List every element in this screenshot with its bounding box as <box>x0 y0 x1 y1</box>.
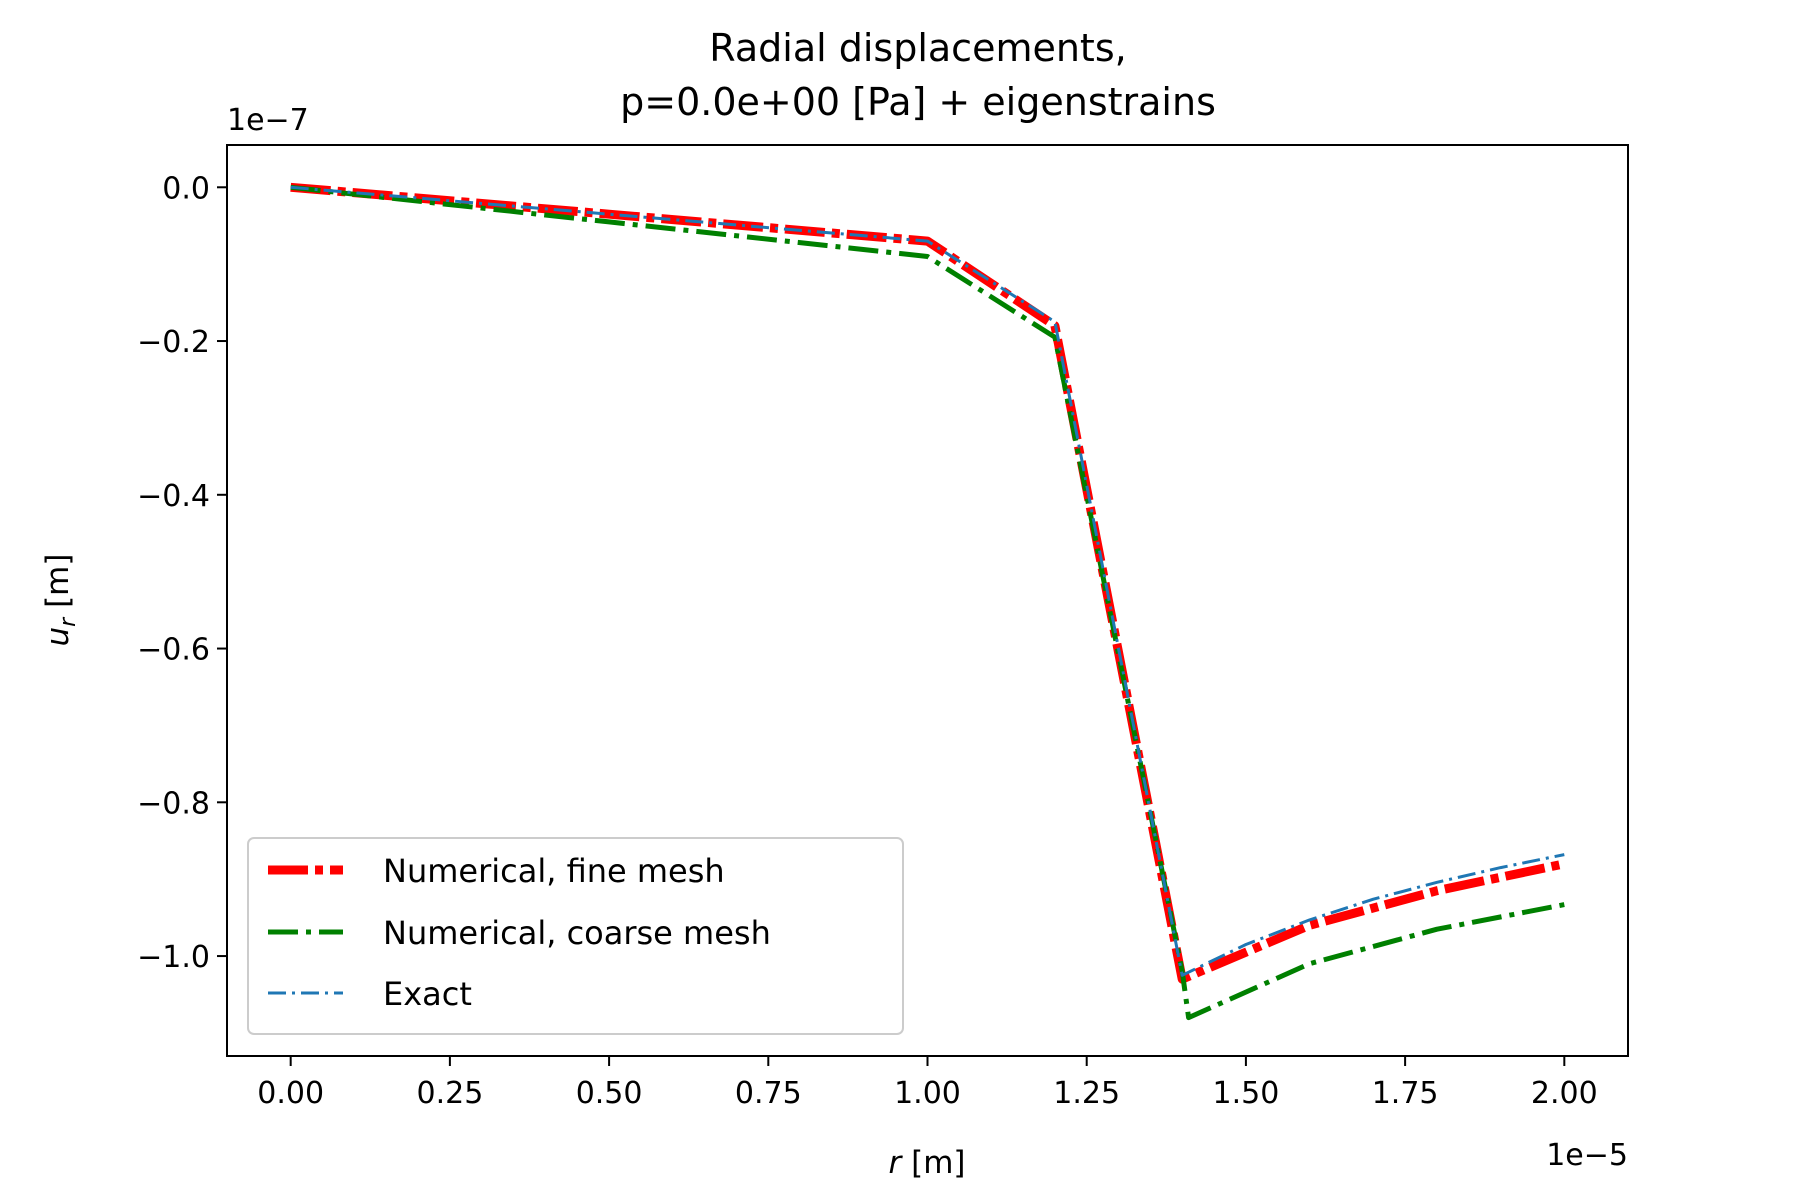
y-tick-label: 0.0 <box>162 171 210 206</box>
y-axis-offset-label: 1e−7 <box>227 103 309 138</box>
x-tick-label: 1.75 <box>1372 1076 1439 1111</box>
y-tick-label: −0.2 <box>137 325 210 360</box>
chart-title-line1: Radial displacements, <box>709 26 1126 70</box>
series-line-1 <box>290 184 1565 1021</box>
x-axis-offset-label: 1e−5 <box>1546 1138 1628 1173</box>
chart-title-line2: p=0.0e+00 [Pa] + eigenstrains <box>620 80 1216 124</box>
x-axis-label-unit: [m] <box>901 1145 965 1181</box>
x-axis-label-var: r <box>889 1145 904 1181</box>
legend: Numerical, fine mesh Numerical, coarse m… <box>247 837 904 1035</box>
legend-label-exact: Exact <box>383 975 472 1013</box>
x-tick-label: 0.00 <box>257 1076 324 1111</box>
y-axis-label-var: u <box>40 627 76 647</box>
y-tick-label: −0.6 <box>137 633 210 668</box>
x-axis-label: r [m] <box>889 1145 966 1181</box>
legend-box <box>247 837 904 1035</box>
y-axis-label: ur [m] <box>40 554 81 647</box>
y-tick-label: −0.4 <box>137 479 210 514</box>
series-line-2 <box>290 185 1565 977</box>
y-tick-label: −0.8 <box>137 786 210 821</box>
series-layer <box>290 182 1566 1021</box>
x-tick-label: 0.50 <box>576 1076 643 1111</box>
x-axis-ticks: 0.00 0.25 0.50 0.75 1.00 1.25 1.50 1.75 2.00 <box>257 1056 1598 1111</box>
y-axis-label-sub: r <box>56 616 81 627</box>
x-tick-label: 2.00 <box>1531 1076 1598 1111</box>
y-axis-ticks: 0.0 −0.2 −0.4 −0.6 −0.8 −1.0 <box>137 171 227 975</box>
y-axis-label-unit: [m] <box>40 554 76 618</box>
x-tick-label: 1.25 <box>1053 1076 1120 1111</box>
x-tick-label: 1.00 <box>894 1076 961 1111</box>
x-tick-label: 0.75 <box>735 1076 802 1111</box>
y-tick-label: −1.0 <box>137 940 210 975</box>
legend-label-fine: Numerical, fine mesh <box>383 852 725 890</box>
legend-label-coarse: Numerical, coarse mesh <box>383 914 771 952</box>
x-tick-label: 1.50 <box>1213 1076 1280 1111</box>
x-tick-label: 0.25 <box>416 1076 483 1111</box>
